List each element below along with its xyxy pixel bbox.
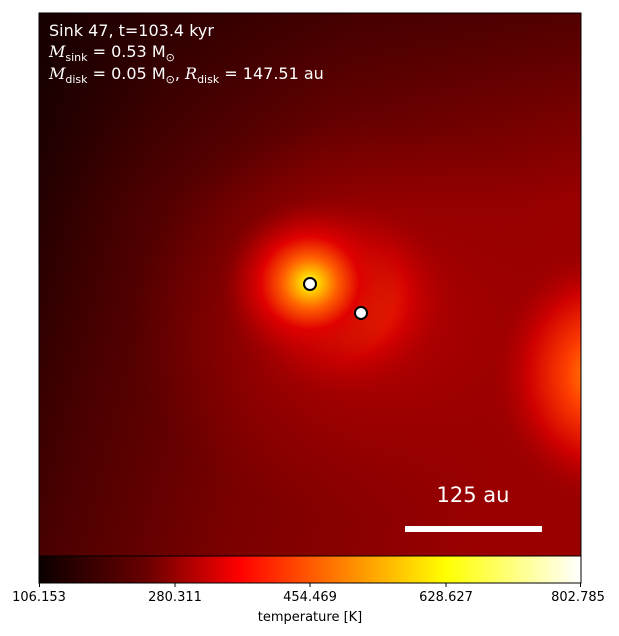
temperature-map-image <box>39 13 581 556</box>
sink-marker-a <box>303 277 317 291</box>
colorbar-tick-label: 280.311 <box>148 590 202 605</box>
scale-bar-label: 125 au <box>436 483 510 507</box>
scale-bar <box>405 526 542 532</box>
colorbar-tick-label: 802.785 <box>551 590 605 605</box>
sink-marker-b <box>354 306 368 320</box>
sink-mass-label: Msink = 0.53 M⊙ <box>49 42 175 65</box>
colorbar-label: temperature [K] <box>257 610 363 625</box>
colorbar-tick-label: 454.469 <box>283 590 337 605</box>
colorbar <box>38 555 582 584</box>
sink-title: Sink 47, t=103.4 kyr <box>49 21 214 40</box>
colorbar-tick-label: 628.627 <box>419 590 473 605</box>
colorbar-ticks <box>39 583 581 587</box>
disk-properties-label: Mdisk = 0.05 M⊙, Rdisk = 147.51 au <box>49 64 324 87</box>
colorbar-tick-label: 106.153 <box>12 590 66 605</box>
